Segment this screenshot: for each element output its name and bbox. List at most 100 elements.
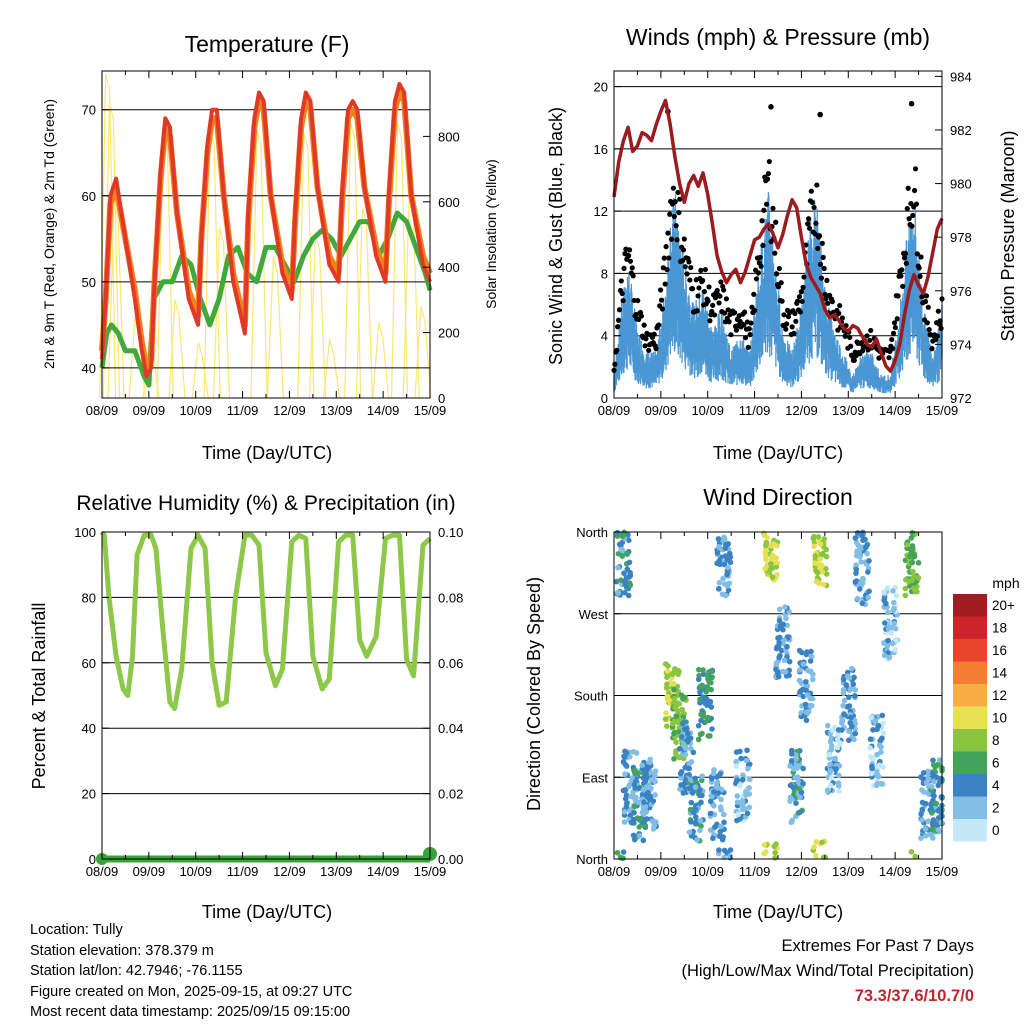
direction-point (620, 849, 627, 855)
direction-point (834, 744, 841, 751)
x-tick-label: 10/09 (691, 403, 724, 418)
gust-point (916, 265, 922, 271)
colorbar-swatch (953, 639, 987, 662)
direction-point (664, 681, 670, 687)
direction-point (686, 765, 693, 772)
gust-point (864, 333, 870, 339)
direction-point (680, 790, 687, 796)
direction-point (734, 799, 741, 805)
direction-point (886, 654, 893, 661)
direction-point (709, 668, 715, 675)
direction-point (846, 703, 853, 709)
direction-point (615, 590, 621, 596)
direction-point (700, 667, 706, 673)
direction-point (733, 763, 740, 769)
gust-point (664, 266, 670, 273)
direction-point (920, 770, 927, 776)
gust-point (698, 267, 704, 273)
y2-tick-label: 0 (438, 391, 445, 406)
gust-point (778, 280, 784, 286)
gust-point (679, 258, 686, 264)
gust-point (670, 185, 676, 191)
gust-point (806, 216, 812, 222)
gust-point (621, 265, 627, 271)
direction-point (852, 693, 858, 699)
gust-point (721, 287, 727, 293)
gust-point (779, 298, 785, 304)
direction-point (649, 818, 656, 824)
direction-point (721, 561, 728, 568)
direction-point (733, 749, 740, 755)
colorbar-label: 18 (992, 621, 1007, 636)
gust-point (904, 206, 910, 212)
y-tick-label: 50 (82, 275, 96, 290)
gust-point (791, 330, 797, 336)
direction-point (787, 763, 793, 769)
gust-point (795, 298, 801, 304)
direction-point (746, 776, 753, 783)
direction-point (695, 666, 702, 673)
gust-point (923, 293, 930, 299)
direction-point (763, 542, 769, 549)
gust-point (890, 346, 896, 352)
x-tick-label: 14/09 (879, 403, 912, 418)
y2-tick-label: 0.10 (438, 525, 463, 540)
direction-point (845, 737, 852, 744)
gust-point (681, 236, 687, 242)
direction-point (690, 749, 697, 756)
gust-point (641, 322, 647, 328)
gust-point (800, 284, 806, 290)
direction-point (777, 634, 783, 641)
direction-point (879, 712, 886, 719)
gust-point (753, 276, 760, 282)
direction-point (622, 795, 629, 802)
direction-point (709, 793, 715, 799)
colorbar-swatch (953, 616, 987, 639)
direction-point (697, 827, 703, 834)
gust-point (620, 297, 626, 304)
gust-point (793, 318, 799, 324)
direction-point (746, 785, 752, 791)
direction-point (935, 782, 942, 789)
gust-point (676, 209, 682, 216)
gust-point (741, 322, 747, 328)
direction-point (650, 798, 657, 804)
direction-point (725, 564, 731, 571)
y-tick-label: 70 (82, 103, 96, 118)
solar-y-ticks: 0 200 400 600 800 (423, 129, 460, 406)
temp-2m-line (100, 81, 432, 379)
gust-point (817, 261, 824, 267)
direction-point (810, 535, 817, 542)
direction-point (620, 758, 627, 765)
direction-point (734, 777, 741, 784)
direction-point (891, 620, 897, 627)
direction-point (671, 730, 677, 737)
direction-point (770, 541, 777, 547)
direction-point (702, 700, 709, 707)
direction-point (803, 678, 809, 685)
direction-point (682, 751, 689, 758)
direction-point (874, 751, 880, 758)
gust-point (638, 313, 645, 319)
direction-point (724, 571, 730, 578)
direction-point (678, 782, 684, 788)
gust-point (937, 318, 943, 324)
direction-point (645, 789, 651, 796)
gust-point (818, 275, 824, 281)
direction-point (776, 617, 783, 624)
direction-point (870, 755, 876, 762)
gust-point (755, 270, 761, 276)
gust-point (717, 293, 723, 299)
direction-point (698, 777, 705, 784)
gust-point (716, 300, 722, 306)
gust-point (765, 170, 772, 177)
direction-point (671, 695, 678, 702)
direction-point (762, 566, 768, 572)
direction-point (717, 833, 723, 839)
gust-point (808, 188, 814, 194)
gust-point (772, 250, 778, 256)
direction-point (614, 849, 621, 856)
x-tick-label: 11/09 (227, 864, 259, 879)
colorbar-swatch (953, 796, 987, 819)
direction-point (918, 811, 924, 817)
